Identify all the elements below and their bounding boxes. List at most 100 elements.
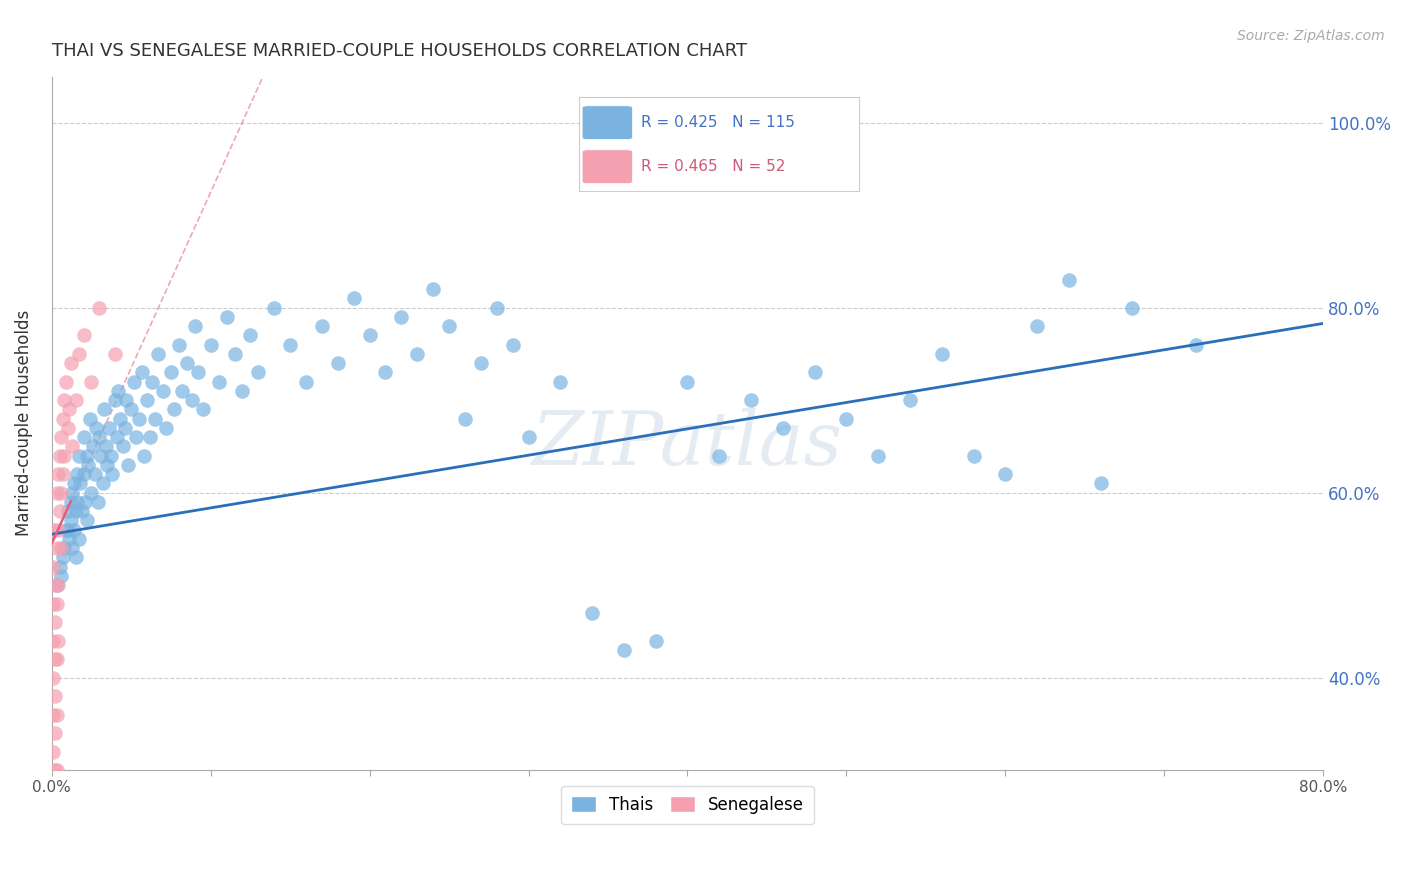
Point xyxy=(1185,337,1208,351)
Point xyxy=(46,578,69,592)
Point xyxy=(42,707,65,722)
Point xyxy=(128,411,150,425)
Point xyxy=(141,375,163,389)
Point xyxy=(72,467,94,482)
Point xyxy=(139,430,162,444)
Point xyxy=(42,744,65,758)
Point xyxy=(437,319,460,334)
Point xyxy=(45,485,67,500)
Text: Source: ZipAtlas.com: Source: ZipAtlas.com xyxy=(1237,29,1385,43)
Point xyxy=(67,449,90,463)
Point xyxy=(311,319,333,334)
Point xyxy=(117,458,139,472)
Point xyxy=(1026,319,1049,334)
Point xyxy=(76,449,98,463)
Point xyxy=(56,504,79,518)
Point xyxy=(176,356,198,370)
Point xyxy=(644,633,666,648)
Point xyxy=(70,504,93,518)
Point xyxy=(45,541,67,555)
Point xyxy=(374,366,396,380)
Point xyxy=(184,319,207,334)
Point xyxy=(80,485,103,500)
Point xyxy=(709,449,731,463)
Point xyxy=(101,467,124,482)
Point xyxy=(740,393,762,408)
Point xyxy=(42,855,65,870)
Point xyxy=(65,550,87,565)
Point xyxy=(44,652,66,666)
Point xyxy=(51,485,73,500)
Point xyxy=(58,402,80,417)
Point xyxy=(65,393,87,408)
Point xyxy=(58,532,80,546)
Point xyxy=(125,430,148,444)
Point xyxy=(66,495,89,509)
Point xyxy=(215,310,238,324)
Point xyxy=(44,800,66,814)
Point xyxy=(115,393,138,408)
Point xyxy=(83,467,105,482)
Point xyxy=(143,411,166,425)
Point xyxy=(65,504,87,518)
Point xyxy=(263,301,285,315)
Text: THAI VS SENEGALESE MARRIED-COUPLE HOUSEHOLDS CORRELATION CHART: THAI VS SENEGALESE MARRIED-COUPLE HOUSEH… xyxy=(52,42,747,60)
Point xyxy=(581,606,603,620)
Point xyxy=(105,430,128,444)
Point xyxy=(207,375,229,389)
Text: ZIPatlas: ZIPatlas xyxy=(531,408,844,481)
Point xyxy=(931,347,953,361)
Point xyxy=(1121,301,1143,315)
Point xyxy=(45,763,67,777)
Point xyxy=(155,421,177,435)
Point xyxy=(76,513,98,527)
Point xyxy=(295,375,318,389)
Point xyxy=(87,495,110,509)
Point xyxy=(46,633,69,648)
Point xyxy=(131,366,153,380)
Point xyxy=(676,375,699,389)
Point xyxy=(48,559,70,574)
Point xyxy=(163,402,186,417)
Point xyxy=(52,550,75,565)
Point xyxy=(239,328,262,343)
Point xyxy=(180,393,202,408)
Point xyxy=(42,633,65,648)
Point xyxy=(803,366,825,380)
Point xyxy=(359,328,381,343)
Point xyxy=(59,495,82,509)
Point xyxy=(52,411,75,425)
Point xyxy=(46,523,69,537)
Point xyxy=(170,384,193,398)
Y-axis label: Married-couple Households: Married-couple Households xyxy=(15,310,32,536)
Point xyxy=(79,411,101,425)
Point xyxy=(72,430,94,444)
Point xyxy=(42,781,65,796)
Point xyxy=(67,532,90,546)
Point xyxy=(66,467,89,482)
Point xyxy=(167,337,190,351)
Point xyxy=(42,597,65,611)
Point xyxy=(200,337,222,351)
Point xyxy=(107,384,129,398)
Point xyxy=(1057,273,1080,287)
Point xyxy=(231,384,253,398)
Point xyxy=(51,541,73,555)
Point xyxy=(114,421,136,435)
Point xyxy=(82,439,104,453)
Point xyxy=(45,707,67,722)
Point xyxy=(422,282,444,296)
Point xyxy=(44,837,66,851)
Point xyxy=(56,421,79,435)
Point xyxy=(517,430,540,444)
Point xyxy=(55,523,77,537)
Point xyxy=(112,439,135,453)
Point xyxy=(94,439,117,453)
Point xyxy=(868,449,890,463)
Point xyxy=(343,292,366,306)
Point xyxy=(59,356,82,370)
Point xyxy=(45,597,67,611)
Point xyxy=(80,375,103,389)
Point xyxy=(160,366,183,380)
Point xyxy=(42,559,65,574)
